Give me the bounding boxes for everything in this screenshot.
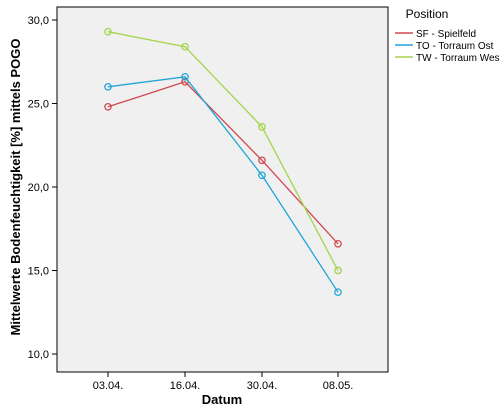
data-point <box>334 288 342 297</box>
series-line <box>107 81 339 245</box>
data-point <box>104 27 112 36</box>
series-layer <box>104 27 342 297</box>
data-point <box>258 156 266 165</box>
data-point <box>104 102 112 111</box>
plot-area <box>56 6 389 373</box>
data-point <box>258 171 266 180</box>
y-tick-label: 20,0 <box>28 182 49 194</box>
x-tick-label: 30.04. <box>247 380 278 392</box>
data-point <box>334 266 342 275</box>
series-line <box>107 76 339 293</box>
y-tick-label: 25,0 <box>28 99 49 111</box>
y-axis-title: Mittelwerte Bodenfeuchtigkeit [%] mittel… <box>8 39 23 336</box>
data-point <box>181 72 189 81</box>
x-tick-label: 16.04. <box>170 380 201 392</box>
legend-label: TW - Torraum West <box>416 53 500 64</box>
legend-label: TO - Torraum Ost <box>416 41 494 52</box>
x-axis-title: Datum <box>202 392 242 407</box>
series-line <box>107 31 339 271</box>
y-tick-label: 30,0 <box>28 15 49 27</box>
y-tick-label: 15,0 <box>28 266 49 278</box>
data-point <box>258 123 266 131</box>
x-axis-ticks: 03.04. 16.04. 30.04. 08.05. <box>93 372 354 392</box>
legend-label: SF - Spielfeld <box>416 29 476 40</box>
x-tick-label: 03.04. <box>93 380 124 392</box>
legend-title: Position <box>406 7 449 21</box>
x-tick-label: 08.05. <box>323 380 354 392</box>
data-point <box>181 42 189 51</box>
data-point <box>104 82 112 91</box>
y-tick-label: 10,0 <box>28 349 49 361</box>
y-axis-ticks: 10,0 15,0 20,0 25,0 30,0 <box>28 15 57 361</box>
data-point <box>334 239 342 248</box>
